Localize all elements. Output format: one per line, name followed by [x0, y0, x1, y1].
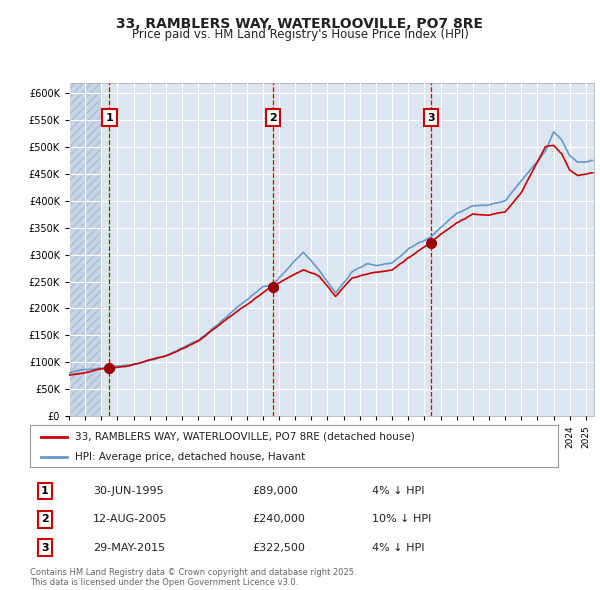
Text: HPI: Average price, detached house, Havant: HPI: Average price, detached house, Hava…	[75, 452, 305, 461]
Text: 1: 1	[106, 113, 113, 123]
Text: 2: 2	[41, 514, 49, 524]
Text: 3: 3	[427, 113, 435, 123]
Text: 10% ↓ HPI: 10% ↓ HPI	[372, 514, 431, 524]
Text: 33, RAMBLERS WAY, WATERLOOVILLE, PO7 8RE: 33, RAMBLERS WAY, WATERLOOVILLE, PO7 8RE	[116, 17, 484, 31]
Text: Price paid vs. HM Land Registry's House Price Index (HPI): Price paid vs. HM Land Registry's House …	[131, 28, 469, 41]
Text: 29-MAY-2015: 29-MAY-2015	[93, 543, 165, 552]
Text: £240,000: £240,000	[252, 514, 305, 524]
Text: 1: 1	[41, 486, 49, 496]
Text: 12-AUG-2005: 12-AUG-2005	[93, 514, 167, 524]
Text: 30-JUN-1995: 30-JUN-1995	[93, 486, 164, 496]
Text: 2: 2	[269, 113, 277, 123]
Text: £322,500: £322,500	[252, 543, 305, 552]
Text: £89,000: £89,000	[252, 486, 298, 496]
Text: Contains HM Land Registry data © Crown copyright and database right 2025.
This d: Contains HM Land Registry data © Crown c…	[30, 568, 356, 587]
Text: 3: 3	[41, 543, 49, 552]
Text: 33, RAMBLERS WAY, WATERLOOVILLE, PO7 8RE (detached house): 33, RAMBLERS WAY, WATERLOOVILLE, PO7 8RE…	[75, 432, 415, 442]
Text: 4% ↓ HPI: 4% ↓ HPI	[372, 543, 425, 552]
Text: 4% ↓ HPI: 4% ↓ HPI	[372, 486, 425, 496]
